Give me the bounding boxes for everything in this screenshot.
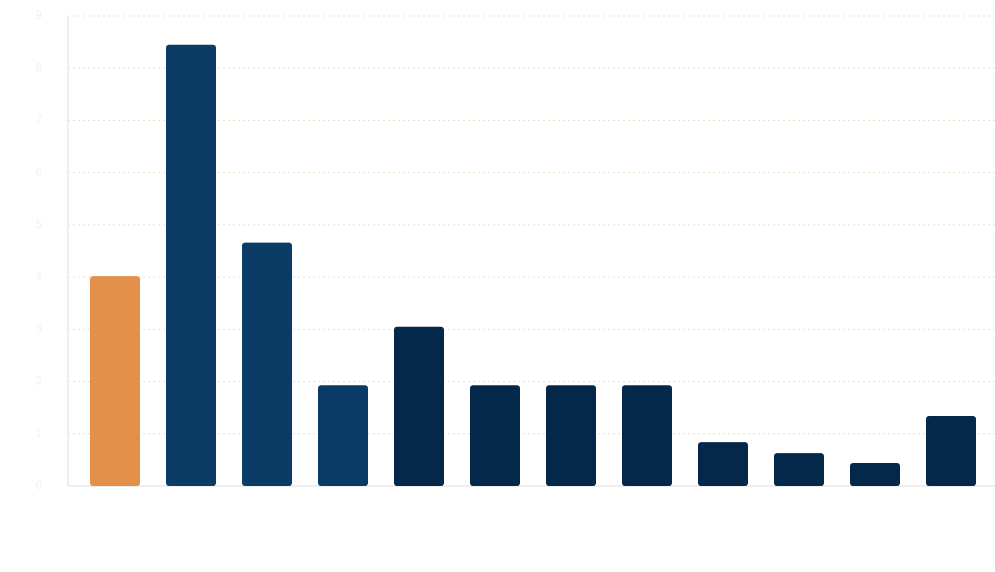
y-tick-label: 4 — [35, 269, 42, 283]
y-tick-label: 5 — [35, 217, 42, 231]
bar — [926, 416, 976, 486]
bar — [394, 326, 444, 486]
y-tick-label: 1 — [35, 426, 42, 440]
bar — [850, 463, 900, 486]
bar — [318, 385, 368, 486]
y-tick-label: 9 — [35, 8, 42, 22]
bar — [166, 44, 216, 486]
bar — [622, 385, 672, 486]
y-tick-label: 6 — [35, 165, 42, 179]
bar — [470, 385, 520, 486]
y-tick-label: 7 — [35, 113, 42, 127]
bar — [698, 442, 748, 486]
bar — [90, 276, 140, 486]
bar — [546, 385, 596, 486]
y-tick-label: 0 — [35, 478, 42, 492]
y-tick-label: 8 — [35, 60, 42, 74]
bar — [242, 242, 292, 486]
y-tick-label: 3 — [35, 322, 42, 336]
y-tick-label: 2 — [35, 374, 42, 388]
bar — [774, 453, 824, 486]
